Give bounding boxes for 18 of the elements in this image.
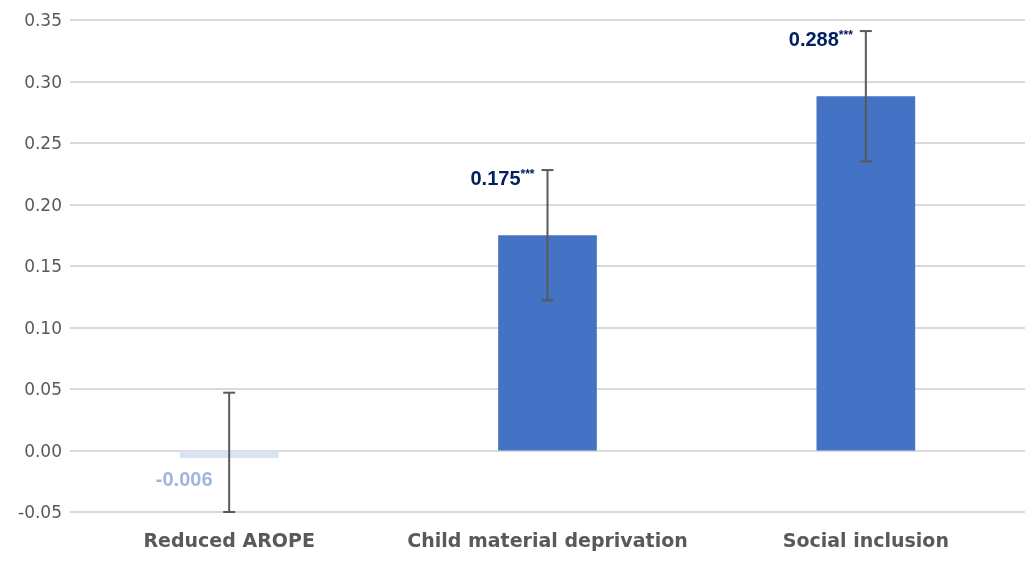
bar [816,96,916,451]
data-label: 0.288*** [788,28,854,51]
y-tick-label: 0.25 [24,133,62,153]
y-tick-label: 0.35 [24,10,62,30]
y-tick-label: 0.30 [24,71,62,92]
y-tick-label: 0.20 [24,194,62,215]
x-tick-label: Social inclusion [782,528,949,551]
y-tick-label: 0.10 [24,317,62,338]
y-tick-label: 0.00 [24,440,62,461]
x-tick-label: Child material deprivation [407,528,688,551]
data-label: -0.006 [155,467,213,490]
bar [179,450,279,458]
bar [498,235,597,451]
y-tick-label: -0.05 [18,502,62,522]
x-tick-label: Reduced AROPE [143,528,315,551]
y-tick-label: 0.15 [24,256,62,276]
data-label: 0.175*** [470,167,535,190]
y-tick-label: 0.05 [24,379,62,399]
